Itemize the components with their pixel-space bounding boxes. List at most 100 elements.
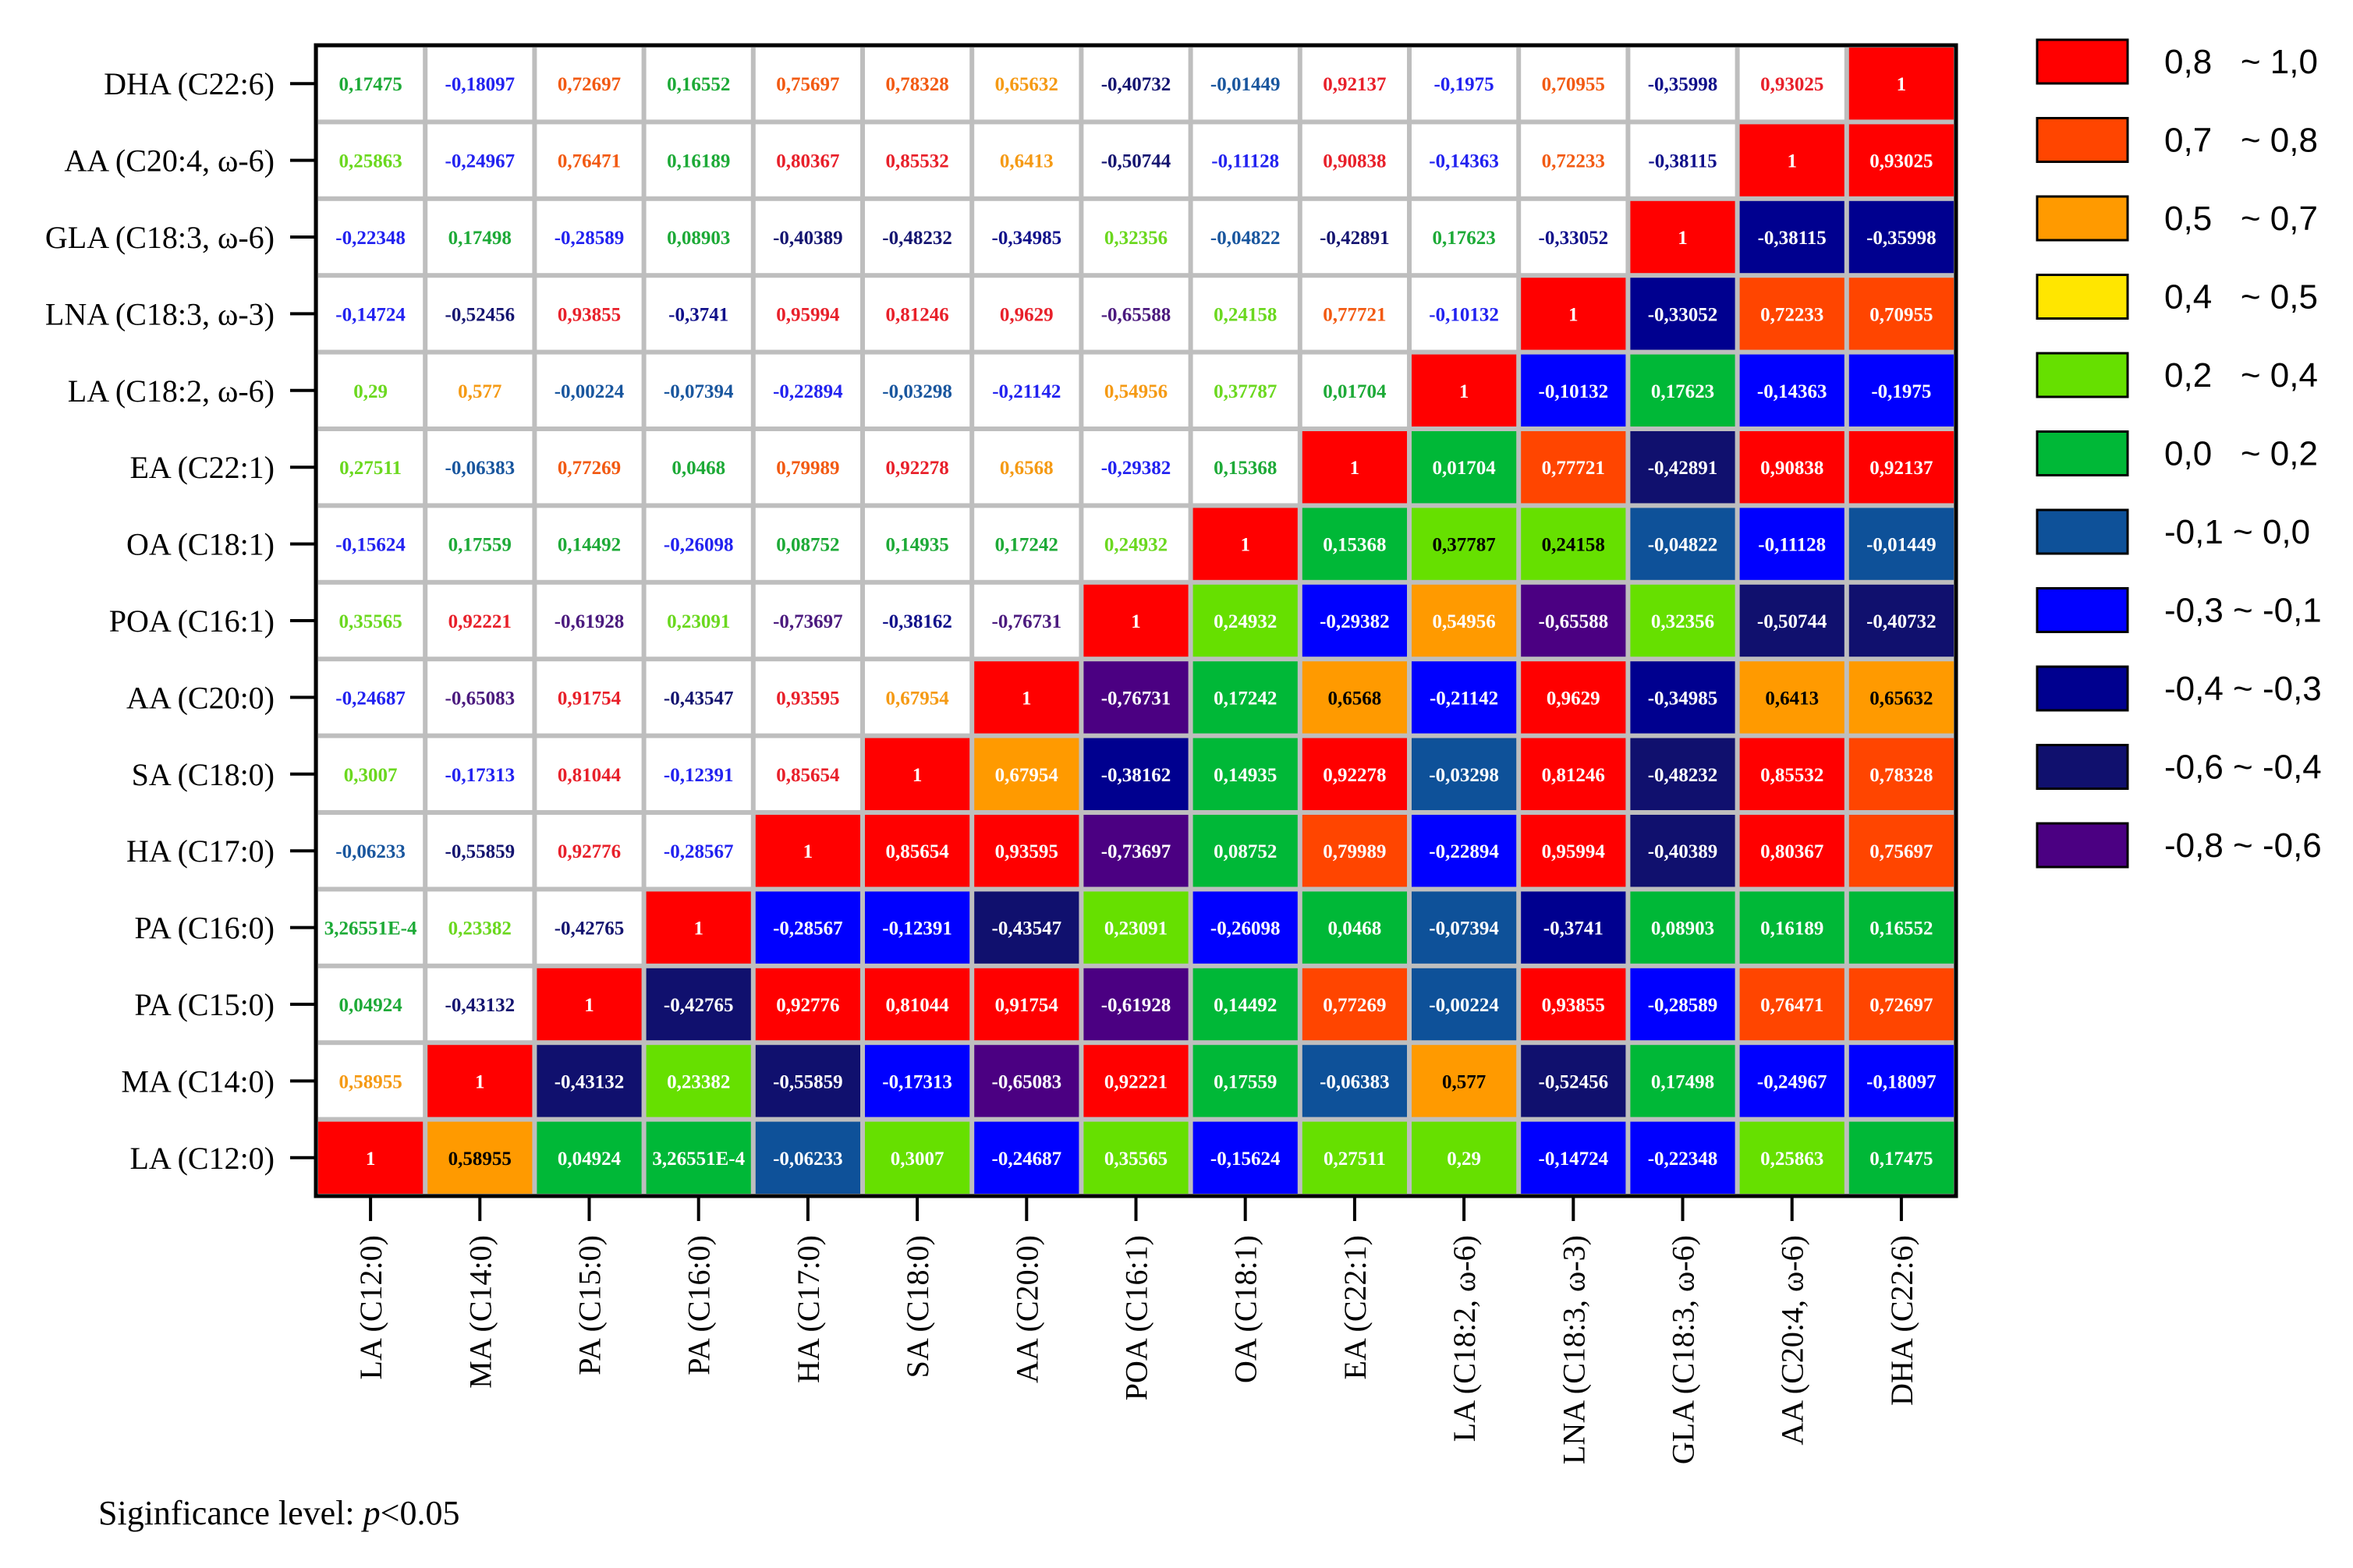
heatmap-cell: [1412, 815, 1517, 887]
cell-value-label: 0,35565: [338, 611, 402, 632]
heatmap-cell: [1630, 891, 1735, 964]
heatmap-cell: [1630, 968, 1735, 1041]
heatmap-cell: [537, 1121, 642, 1194]
cell-value-label: 0,08752: [1214, 841, 1277, 862]
cell-value-label: -0,38115: [1648, 151, 1717, 172]
heatmap-cell: [1302, 200, 1407, 274]
cell-value-label: 0,92278: [885, 458, 948, 479]
cell-value-label: -0,48232: [882, 228, 952, 249]
column-label: AA (C20:4, ω-6): [1775, 1235, 1810, 1446]
cell-value-label: 0,0468: [1328, 919, 1382, 940]
cell-value-label: 0,70955: [1542, 74, 1605, 95]
cell-value-label: -0,24967: [445, 151, 516, 172]
heatmap-cell: [1302, 508, 1407, 580]
row-label: AA (C20:4, ω-6): [64, 143, 275, 179]
cell-value-label: -0,03298: [882, 381, 952, 402]
cell-value-label: 1: [475, 1071, 485, 1092]
heatmap-cell: [646, 738, 751, 810]
heatmap-cell: [1192, 815, 1298, 887]
row-label: LNA (C18:3, ω-3): [45, 296, 275, 331]
cell-value-label: -0,10132: [1539, 381, 1609, 402]
heatmap-cell: [1302, 354, 1407, 427]
cell-value-label: 0,91754: [995, 995, 1059, 1016]
heatmap-cell: [1630, 738, 1735, 810]
cell-value-label: 0,16189: [1760, 919, 1823, 940]
cell-value-label: 0,93025: [1760, 74, 1823, 95]
cell-value-label: -0,34985: [992, 228, 1062, 249]
heatmap-cell: [1192, 200, 1298, 274]
cell-value-label: 0,58955: [338, 1071, 402, 1092]
cell-value-label: 0,27511: [339, 458, 402, 479]
heatmap-cell: [1739, 354, 1844, 427]
cell-value-label: -0,15624: [1210, 1149, 1281, 1170]
heatmap-cell: [1521, 815, 1626, 887]
heatmap-cell: [1302, 1121, 1407, 1194]
heatmap-cells: 1 0,58955 0,04924 3,26551E-4 -0,06233 0,3007 -…: [316, 45, 1956, 1196]
cell-value-label: 0,80367: [776, 151, 839, 172]
cell-value-label: 0,75697: [776, 74, 839, 95]
heatmap-cell: [1412, 661, 1517, 734]
cell-value-label: 0,14935: [1214, 765, 1277, 786]
heatmap-cell: [427, 968, 533, 1041]
column-label: GLA (C18:3, ω-6): [1666, 1235, 1701, 1464]
heatmap-cell: [427, 431, 533, 504]
cell-value-label: 0,93595: [995, 841, 1058, 862]
heatmap-cell: [1412, 354, 1517, 427]
legend-swatch: [2036, 38, 2129, 85]
legend-swatch: [2036, 430, 2129, 476]
cell-value-label: -0,50744: [1757, 611, 1827, 632]
cell-value-label: 0,24158: [1214, 304, 1277, 325]
heatmap-cell: [646, 354, 751, 427]
heatmap-cell: [646, 1045, 751, 1117]
heatmap-cell: [1302, 278, 1407, 350]
cell-value-label: 0,79989: [1323, 841, 1386, 862]
heatmap-cell: [865, 431, 970, 504]
heatmap-cell: [1412, 891, 1517, 964]
heatmap-cell: [427, 200, 533, 274]
heatmap-cell: [755, 661, 860, 734]
heatmap-cell: [646, 48, 751, 120]
cell-value-label: -0,76731: [992, 611, 1062, 632]
cell-value-label: 0,17559: [448, 535, 512, 556]
cell-value-label: 0,17498: [1651, 1071, 1714, 1092]
heatmap-cell: [1739, 891, 1844, 964]
heatmap-cell: [427, 584, 533, 657]
heatmap-cell: [646, 1121, 751, 1194]
heatmap-cell: [537, 354, 642, 427]
heatmap-cell: [974, 891, 1079, 964]
heatmap-cell: [1739, 48, 1844, 120]
cell-value-label: -0,38162: [1101, 765, 1171, 786]
heatmap-cell: [1192, 661, 1298, 734]
cell-value-label: -0,38115: [1758, 228, 1827, 249]
heatmap-cell: [1739, 278, 1844, 350]
heatmap-cell: [865, 738, 970, 810]
cell-value-label: -0,14724: [1539, 1149, 1609, 1170]
heatmap-cell: [427, 1121, 533, 1194]
cell-value-label: -0,43132: [555, 1071, 625, 1092]
cell-value-label: 0,01704: [1432, 458, 1496, 479]
cell-value-label: 1: [1350, 458, 1360, 479]
cell-value-label: 0,92137: [1869, 458, 1933, 479]
heatmap-cell: [318, 738, 423, 810]
cell-value-label: 0,16552: [1869, 919, 1933, 940]
cell-value-label: 0,95994: [776, 304, 840, 325]
cell-value-label: 0,76471: [1760, 995, 1823, 1016]
cell-value-label: 0,85654: [885, 841, 949, 862]
cell-value-label: -0,10132: [1429, 304, 1499, 325]
heatmap-cell: [865, 200, 970, 274]
heatmap-cell: [427, 354, 533, 427]
cell-value-label: -0,42765: [555, 919, 625, 940]
heatmap-cell: [537, 968, 642, 1041]
heatmap-cell: [755, 1045, 860, 1117]
cell-value-label: 0,15368: [1323, 535, 1386, 556]
heatmap-cell: [1192, 48, 1298, 120]
heatmap-cell: [1848, 584, 1954, 657]
cell-value-label: -0,22894: [773, 381, 843, 402]
heatmap-cell: [1083, 48, 1189, 120]
cell-value-label: 0,35565: [1104, 1149, 1168, 1170]
heatmap-cell: [755, 738, 860, 810]
row-label: AA (C20:0): [126, 680, 275, 715]
cell-value-label: -0,04822: [1210, 228, 1281, 249]
heatmap-cell: [318, 1121, 423, 1194]
